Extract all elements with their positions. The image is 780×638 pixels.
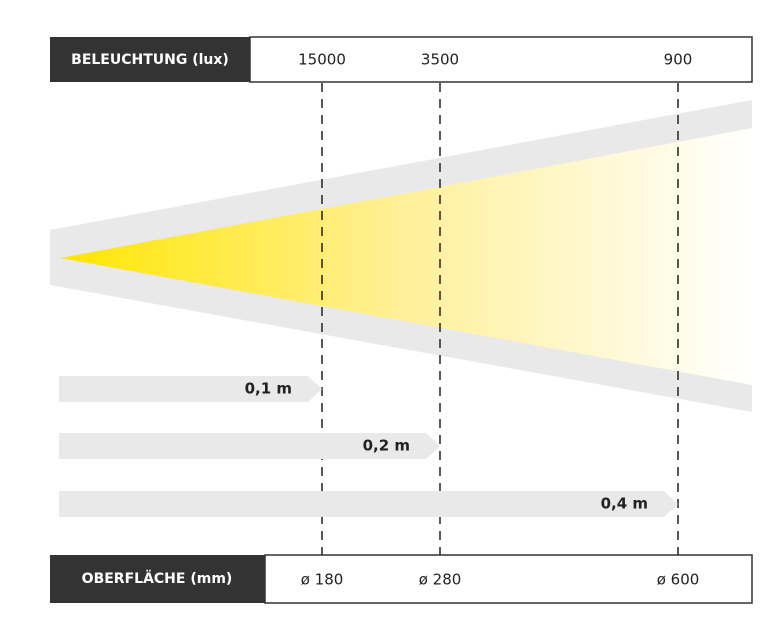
- distance-label: 0,2 m: [363, 437, 410, 455]
- beam-light: [60, 128, 752, 385]
- diameter-value: ø 600: [657, 571, 700, 589]
- top-label-box: [50, 37, 250, 82]
- distance-arrow: [59, 433, 440, 459]
- distance-label: 0,4 m: [601, 495, 648, 513]
- distance-arrow: [59, 376, 322, 402]
- columns: 15000 ø 180 0,1 m 3500 ø 280 0,2 m 900 ø 600 0,4…: [59, 51, 699, 589]
- lux-value: 900: [664, 51, 693, 69]
- lux-value: 3500: [421, 51, 459, 69]
- diameter-value: ø 180: [301, 571, 344, 589]
- bottom-label-box: [50, 555, 265, 603]
- top-label: BELEUCHTUNG (lux): [71, 52, 229, 68]
- distance-label: 0,1 m: [245, 380, 292, 398]
- lux-value: 15000: [298, 51, 346, 69]
- distance-arrow: [59, 491, 678, 517]
- diameter-value: ø 280: [419, 571, 462, 589]
- bottom-label: OBERFLÄCHE (mm): [82, 570, 233, 587]
